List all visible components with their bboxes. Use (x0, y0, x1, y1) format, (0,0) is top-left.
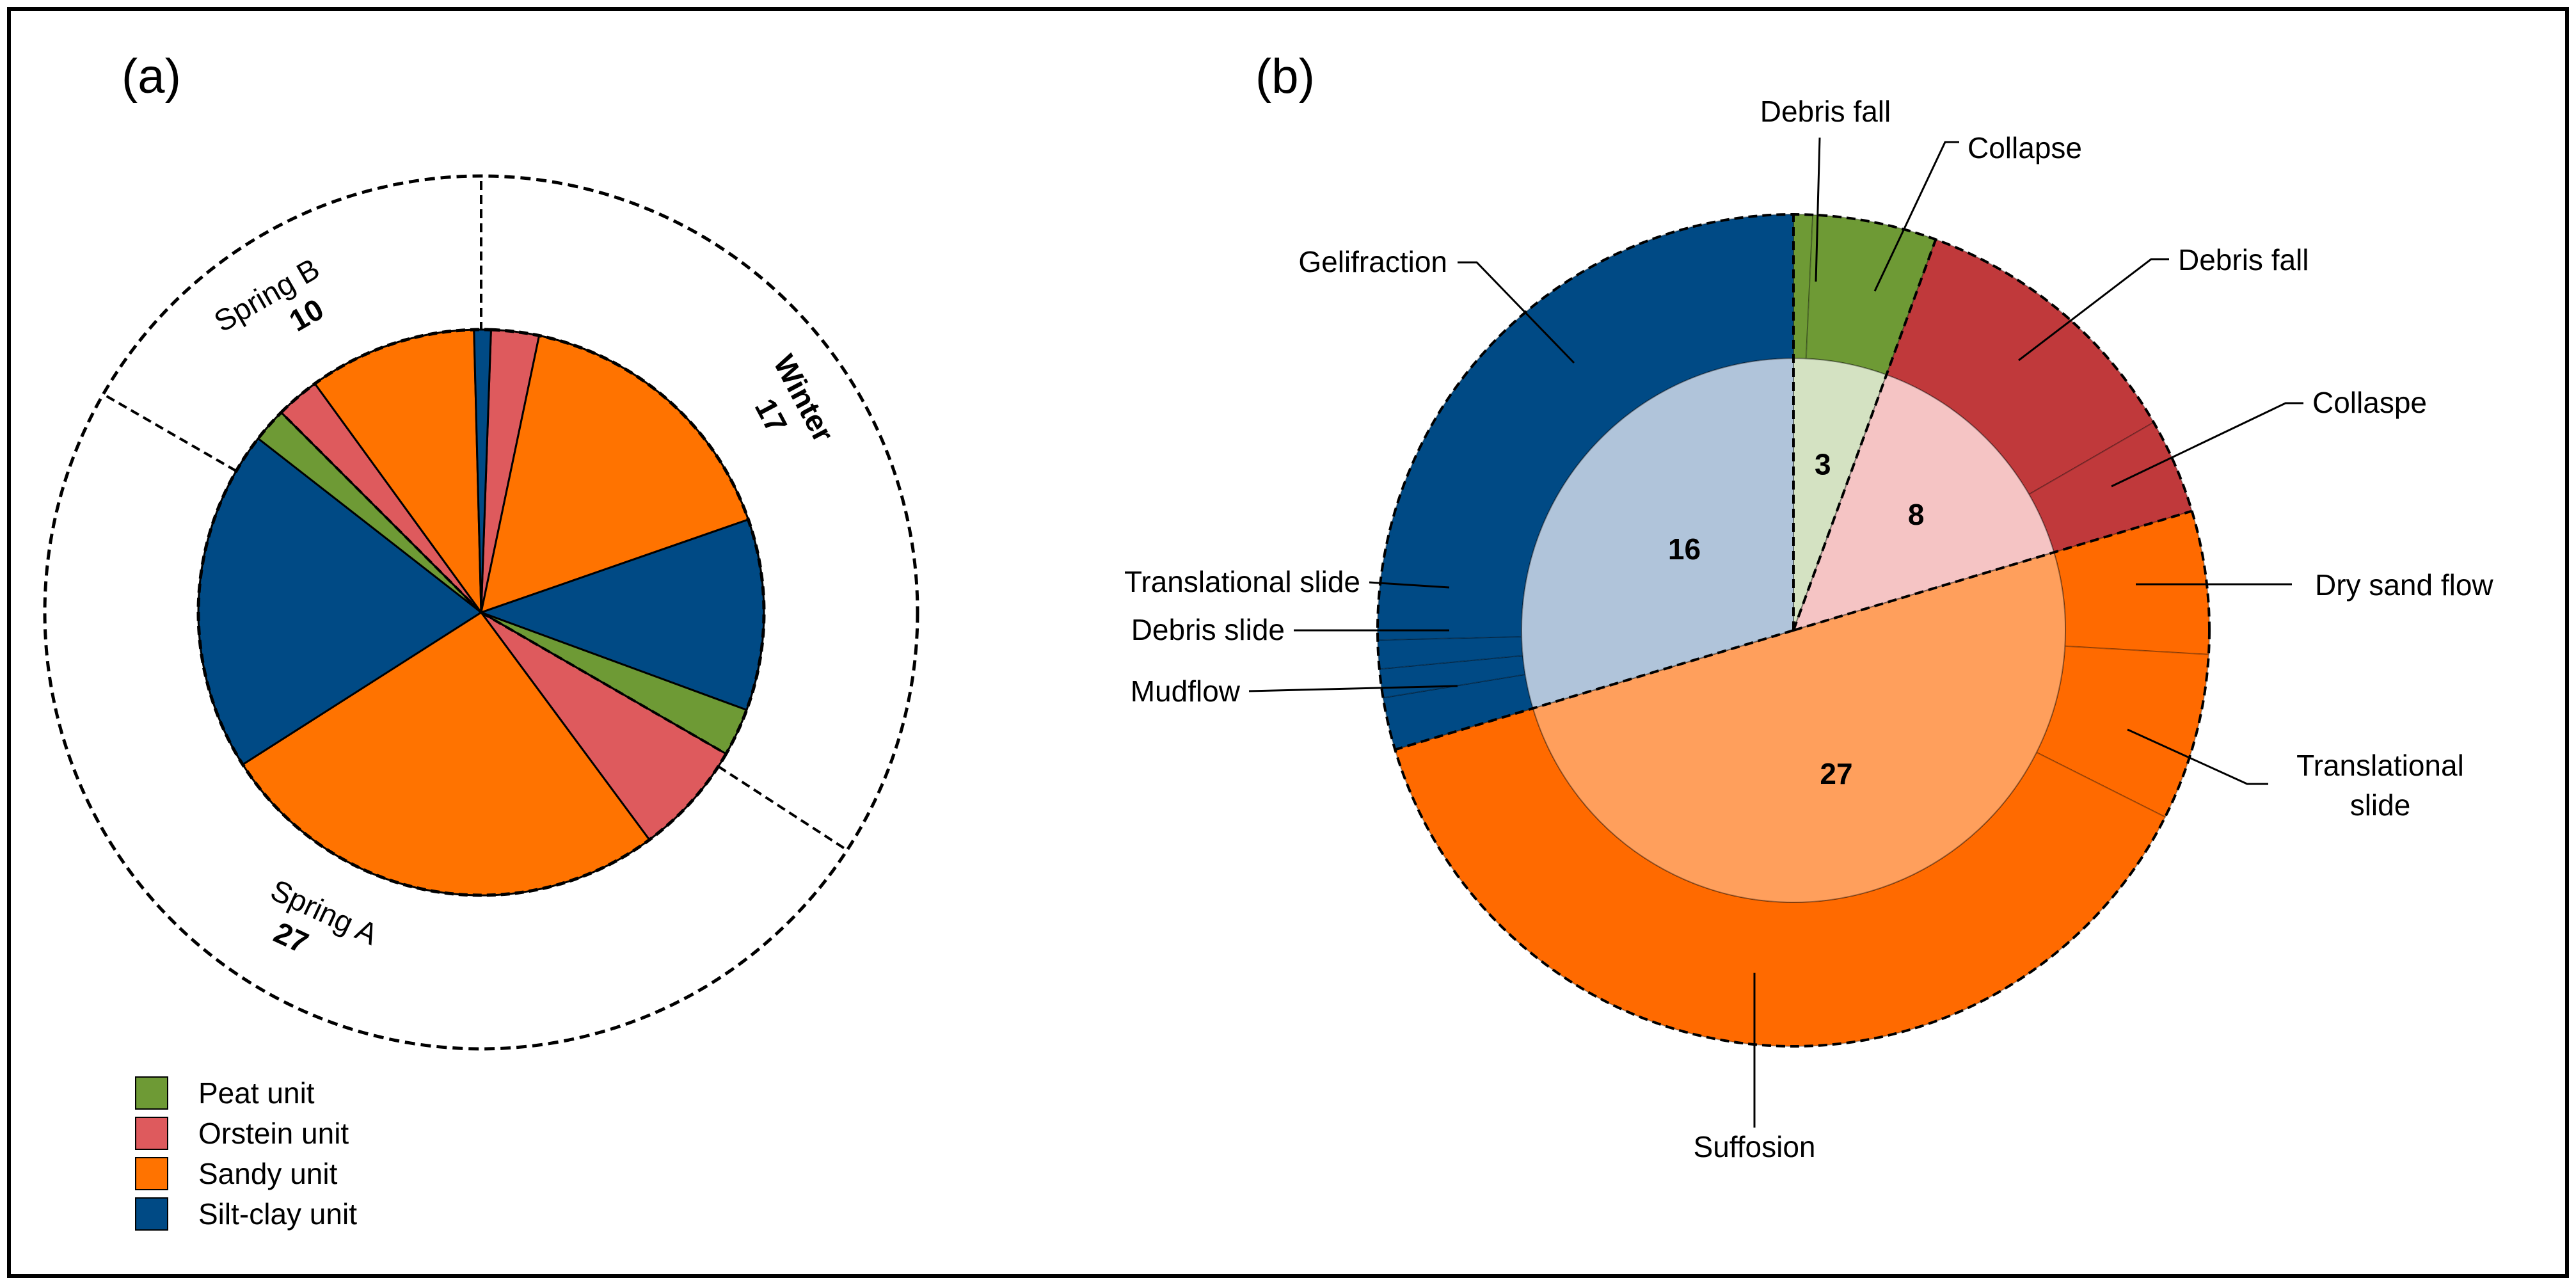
legend-item-peat: Peat unit (135, 1076, 315, 1110)
annotation-translational-slide-sandy-line1: Translational (2296, 749, 2464, 782)
legend-item-sandy: Sandy unit (135, 1157, 338, 1190)
leader-debris-fall-orstein (2018, 258, 2169, 362)
annotation-suffosion: Suffosion (1694, 1130, 1816, 1163)
annotation-debris-fall-orstein: Debris fall (2178, 243, 2309, 276)
inner-value-sandy-unit: 27 (1820, 757, 1852, 790)
legend-label: Silt-clay unit (198, 1197, 357, 1231)
annotation-translational-slide-sandy-line2: slide (2350, 788, 2411, 822)
leader-collaspe-orstein (2111, 402, 2303, 488)
season-seam-0 (480, 611, 727, 755)
panel-a: (a) Winter 17 Spring A 27 Spring B 10 Pe… (43, 49, 919, 1231)
inner-value-peat-unit: 3 (1815, 448, 1831, 481)
legend-label: Peat unit (198, 1076, 315, 1110)
annotation-dry-sand-flow: Dry sand flow (2315, 568, 2493, 602)
inner-slice-orstein-unit (1792, 374, 2055, 632)
season-outline-spring-a (196, 411, 727, 897)
panel-b-label: (b) (1255, 49, 1315, 104)
annotation-collaspe-orstein: Collaspe (2312, 386, 2427, 419)
outer-ring-outline (1376, 213, 2211, 1048)
annotations: Debris fall Collapse Debris fall Collasp… (1124, 95, 2493, 1163)
slice-spring-a-sandy-unit (241, 611, 651, 897)
legend-label: Orstein unit (198, 1117, 349, 1150)
inner-value-orstein-unit: 8 (1908, 498, 1925, 531)
leader-collapse-peat (1873, 141, 1959, 292)
legend-swatch (135, 1117, 168, 1150)
leader-translational-slide-silt (1369, 581, 1450, 589)
annotation-collapse-peat: Collapse (1968, 131, 2082, 164)
leader-mudflow (1248, 685, 1458, 692)
annotation-debris-slide: Debris slide (1131, 613, 1285, 646)
slice-winter-sandy-unit (479, 334, 750, 614)
leader-gelifraction (1458, 261, 1575, 364)
annotation-gelifraction: Gelifraction (1298, 245, 1447, 278)
season-divider-1 (717, 765, 848, 852)
season-seams (196, 328, 766, 897)
unit-wedges (197, 328, 765, 897)
season-outline-winter (491, 328, 766, 755)
annotation-mudflow: Mudflow (1131, 674, 1241, 708)
unit-seam-2 (1793, 509, 2193, 632)
legend: Peat unit Orstein unit Sandy unit Silt-c… (135, 1076, 357, 1231)
leader-lines (1248, 137, 2303, 1128)
annotation-translational-slide-silt: Translational slide (1124, 565, 1360, 598)
legend-item-orstein: Orstein unit (135, 1117, 349, 1150)
annotation-debris-fall-peat: Debris fall (1760, 95, 1891, 128)
legend-item-silt-clay: Silt-clay unit (135, 1197, 357, 1231)
legend-swatch (135, 1157, 168, 1190)
inner-slice-silt-clay-unit (1521, 357, 1794, 710)
season-divider-2 (102, 393, 237, 472)
unit-seams (1376, 213, 2211, 1048)
season-outline-spring-b (280, 328, 491, 414)
legend-swatch (135, 1076, 168, 1110)
legend-label: Sandy unit (198, 1157, 338, 1190)
unit-seam-1 (1792, 239, 1937, 631)
inner-value-silt-clay-unit: 16 (1668, 532, 1701, 566)
leader-debris-fall-peat (1815, 137, 1821, 282)
season-seam-1 (280, 411, 482, 614)
panel-a-label: (a) (122, 49, 181, 104)
inner-slice-sandy-unit (1532, 551, 2066, 903)
inner-slice-peat-unit (1793, 357, 1888, 631)
inner-ring (1521, 357, 2066, 903)
leader-translational-slide-sandy (2127, 728, 2268, 785)
unit-seam-3 (1394, 629, 1794, 751)
legend-swatch (135, 1197, 168, 1231)
